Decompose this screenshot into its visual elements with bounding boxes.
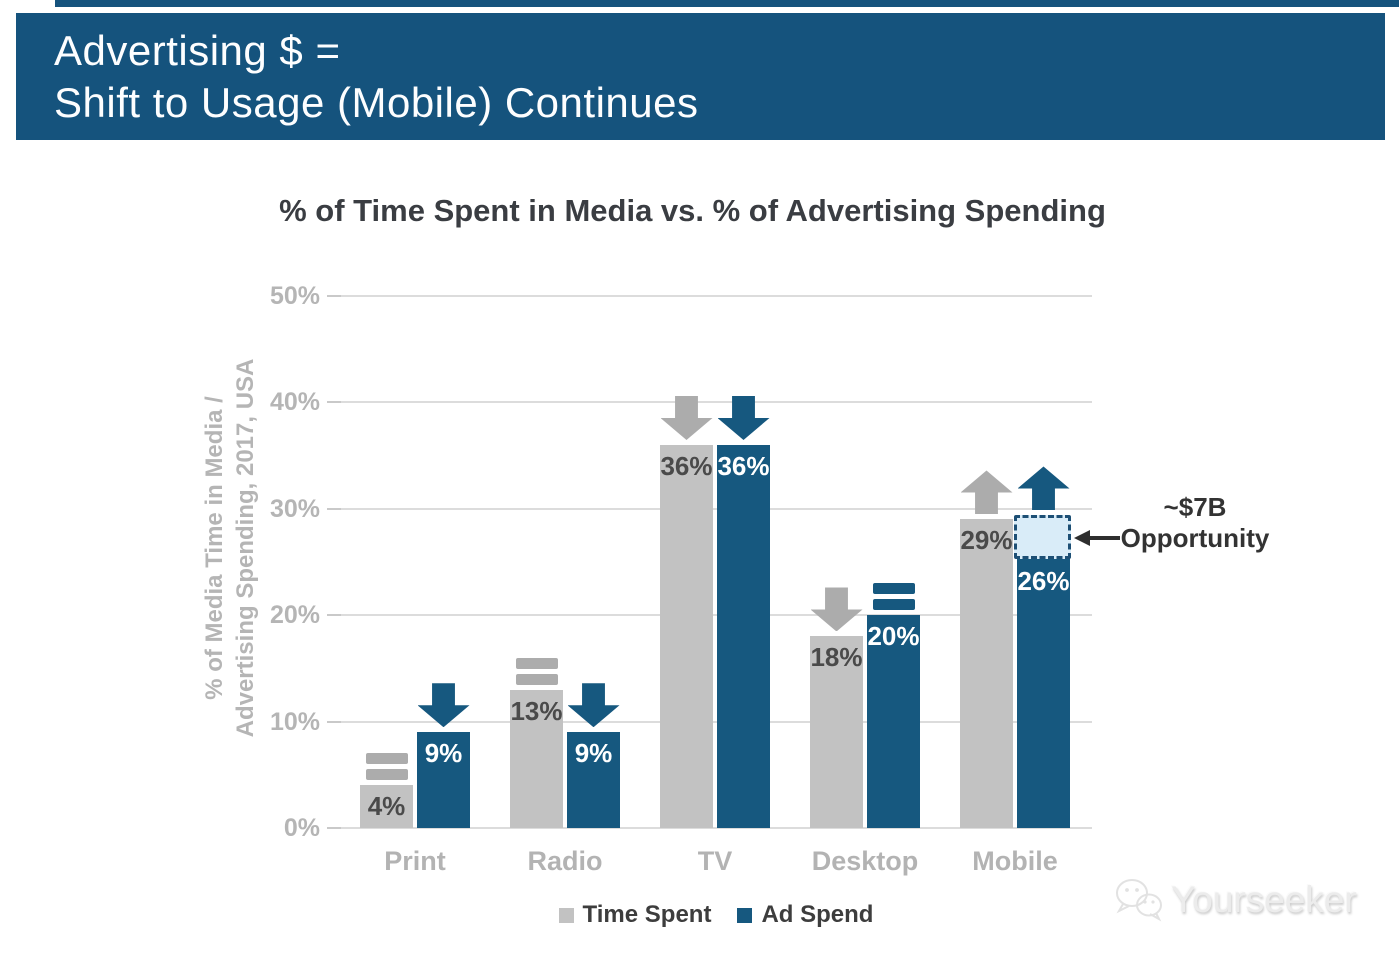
legend: Time Spent Ad Spend [340, 901, 1092, 929]
header-banner: Advertising $ = Shift to Usage (Mobile) … [16, 13, 1385, 140]
equal-bar [365, 753, 408, 765]
category-label-print: Print [384, 846, 446, 876]
equal-bar [515, 673, 558, 685]
equal-bar [872, 599, 915, 611]
bar-value-label: 20% [867, 621, 920, 652]
gridline [340, 614, 1092, 617]
gridline [340, 720, 1092, 723]
bar-value-label: 4% [367, 791, 406, 822]
y-tick-label: 10% [269, 707, 320, 736]
y-tick [327, 507, 341, 510]
equal-bar [365, 769, 408, 781]
bar-radio-time-spent [510, 689, 563, 828]
bar-mobile-time-spent [960, 519, 1013, 828]
category-label-mobile: Mobile [972, 846, 1058, 876]
equal-bar [515, 657, 558, 669]
legend-label-ad-spend: Ad Spend [761, 901, 874, 928]
trend-equal-icon [872, 583, 915, 611]
bar-radio-ad-spend [567, 732, 620, 828]
legend-label-time-spent: Time Spent [582, 901, 712, 928]
gridline [340, 507, 1092, 510]
bar-desktop-ad-spend [867, 615, 920, 828]
bar-value-label: 9% [574, 738, 613, 769]
y-tick-label: 0% [283, 814, 320, 842]
gridline [340, 295, 1092, 297]
bar-tv-ad-spend [717, 444, 770, 828]
gridline [340, 401, 1092, 404]
watermark: Yourseeker [1112, 876, 1357, 924]
bar-print-ad-spend [417, 732, 470, 828]
y-tick-label: 40% [269, 388, 320, 417]
legend-item-time-spent: Time Spent [558, 901, 712, 929]
legend-item-ad-spend: Ad Spend [737, 901, 873, 929]
annotation-line2: Opportunity [1120, 523, 1270, 553]
category-label-radio: Radio [527, 846, 603, 876]
category-label-tv: TV [697, 846, 733, 876]
legend-swatch-ad-spend [737, 907, 753, 923]
annotation-line1: ~$7B [1163, 492, 1227, 522]
y-tick [327, 720, 341, 723]
y-tick [327, 295, 341, 297]
left-arrow-icon [1074, 530, 1120, 546]
watermark-text: Yourseeker [1171, 879, 1357, 920]
trend-up-arrow-icon [1017, 466, 1070, 511]
y-tick-label: 20% [269, 601, 320, 630]
bar-desktop-time-spent [810, 636, 863, 828]
trend-equal-icon [365, 753, 408, 781]
opportunity-box [1014, 515, 1071, 560]
top-edge-strip [55, 0, 1399, 7]
trend-equal-icon [515, 657, 558, 685]
x-axis-line [340, 827, 1092, 829]
bar-value-label: 9% [424, 738, 463, 769]
y-tick-label: 50% [269, 282, 320, 310]
category-label-desktop: Desktop [811, 846, 919, 876]
y-tick-label: 30% [269, 494, 320, 523]
bar-value-label: 36% [717, 450, 770, 481]
legend-swatch-time-spent [558, 907, 574, 923]
chat-bubbles-icon [1116, 879, 1162, 922]
header-line2: Shift to Usage (Mobile) Continues [54, 78, 699, 126]
equal-bar [872, 583, 915, 595]
chart-title: % of Time Spent in Media vs. % of Advert… [279, 193, 1106, 228]
header-line1: Advertising $ = [54, 26, 341, 74]
bar-value-label: 36% [660, 450, 713, 481]
bar-mobile-ad-spend [1017, 551, 1070, 828]
bar-value-label: 18% [810, 642, 863, 673]
bar-value-label: 26% [1017, 566, 1070, 597]
bar-value-label: 13% [510, 695, 563, 726]
bar-tv-time-spent [660, 444, 713, 828]
bar-value-label: 29% [960, 525, 1013, 556]
opportunity-annotation: ~$7B Opportunity [1074, 492, 1294, 554]
bar-print-time-spent [360, 785, 413, 828]
trend-down-arrow-icon [810, 587, 863, 632]
y-tick [327, 401, 341, 404]
y-tick [327, 827, 341, 829]
y-tick [327, 614, 341, 617]
